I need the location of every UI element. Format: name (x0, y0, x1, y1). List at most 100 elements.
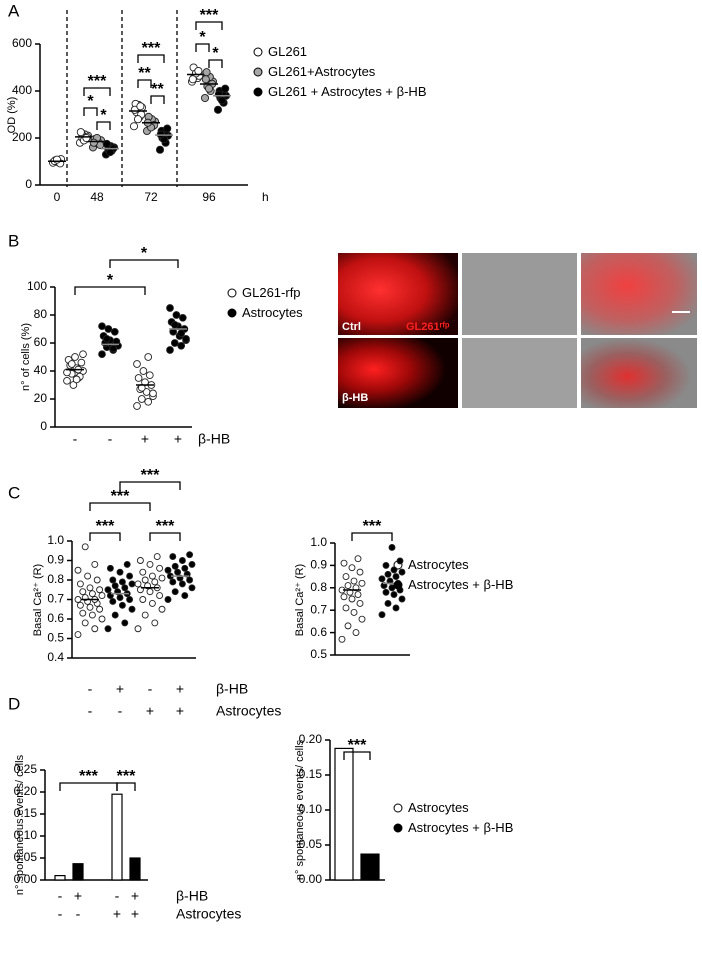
data-point (84, 572, 92, 580)
data-point (156, 564, 164, 572)
data-point (352, 629, 360, 637)
data-point (102, 334, 111, 343)
data-point (378, 575, 386, 583)
data-point (344, 622, 352, 630)
data-point (396, 557, 404, 565)
data-point (74, 566, 82, 574)
significance-bracket (137, 79, 152, 88)
y-tick-label: 0.00 (299, 872, 323, 886)
data-point (74, 596, 82, 603)
bar (334, 747, 354, 881)
x-tick-label: + (74, 888, 82, 904)
data-point (163, 124, 172, 133)
data-point (88, 611, 96, 619)
micrograph (462, 253, 577, 335)
data-point (348, 595, 356, 603)
data-point (178, 557, 186, 564)
data-point (96, 586, 104, 594)
y-axis-label: n° spontaneous events/ cells (14, 754, 26, 895)
legend-marker (227, 308, 237, 318)
y-tick-label: 0.25 (14, 762, 38, 776)
data-point (338, 635, 346, 643)
data-point (69, 381, 78, 389)
data-point (148, 572, 156, 580)
y-axis-label: n° spontaneous events/ cells (294, 739, 306, 880)
significance-label: * (199, 29, 206, 46)
data-point (158, 605, 166, 613)
data-point (118, 578, 126, 586)
legend-label: Astrocytes (242, 305, 303, 320)
legend-marker (393, 823, 403, 833)
y-axis-label: Basal Ca²⁺ (R) (32, 564, 44, 636)
data-point (144, 397, 153, 406)
data-point (79, 609, 87, 617)
data-point (221, 84, 230, 93)
row-label: Astrocytes (216, 703, 281, 719)
y-tick-label: 400 (12, 83, 32, 97)
x-tick-label: - (58, 888, 63, 904)
significance-bracket (109, 259, 179, 268)
significance-bracket (74, 286, 146, 295)
data-point (76, 580, 84, 588)
significance-label: * (100, 107, 107, 124)
x-tick-label: - (73, 431, 78, 447)
y-tick-label: 200 (12, 130, 32, 144)
significance-label: * (107, 272, 114, 289)
data-point (86, 603, 94, 611)
data-point (350, 608, 358, 616)
data-point (390, 566, 398, 574)
significance-label: *** (79, 768, 98, 785)
legend-label: Astrocytes (408, 557, 469, 572)
data-point (388, 544, 396, 551)
data-point (105, 148, 115, 157)
y-tick-label: 0.15 (14, 806, 38, 820)
significance-bracket (195, 43, 210, 52)
data-point (109, 344, 118, 353)
micrograph (581, 338, 697, 408)
data-point (91, 625, 99, 633)
significance-label: *** (363, 518, 382, 535)
x-tick-label: 48 (90, 190, 104, 204)
legend-label: GL261+Astrocytes (268, 64, 376, 79)
micrograph (462, 338, 577, 408)
data-point (181, 592, 189, 600)
y-tick-label: 0.7 (47, 592, 64, 606)
data-point (354, 555, 362, 563)
data-point (118, 601, 126, 609)
data-point (188, 75, 197, 84)
y-tick-label: 1.0 (310, 535, 327, 549)
data-point (82, 133, 91, 143)
data-point (151, 619, 159, 627)
data-point (204, 84, 214, 93)
data-point (178, 580, 186, 588)
data-point (356, 568, 364, 576)
x-tick-label: - (108, 431, 113, 447)
data-point (63, 376, 71, 385)
data-point (98, 322, 106, 331)
x-tick-label: - (76, 906, 81, 922)
row-label: β-HB (198, 431, 230, 447)
data-point (110, 327, 119, 336)
significance-label: * (87, 93, 94, 110)
data-point (133, 115, 143, 124)
data-point (358, 615, 366, 623)
data-point (164, 596, 172, 603)
data-point (116, 568, 124, 576)
data-point (128, 580, 136, 588)
y-tick-label: 0.5 (47, 631, 64, 645)
data-point (213, 105, 223, 114)
data-point (178, 313, 187, 322)
x-tick-label: + (131, 906, 139, 922)
data-point (134, 580, 142, 588)
data-point (144, 353, 153, 361)
data-point (340, 559, 348, 567)
data-point (172, 311, 181, 319)
significance-label: * (212, 45, 219, 62)
y-tick-label: 0.10 (299, 802, 323, 816)
y-tick-label: 0.05 (14, 850, 38, 864)
y-tick-label: 0.6 (310, 625, 327, 639)
y-tick-label: 0.9 (47, 553, 64, 567)
y-tick-label: 20 (34, 391, 48, 405)
